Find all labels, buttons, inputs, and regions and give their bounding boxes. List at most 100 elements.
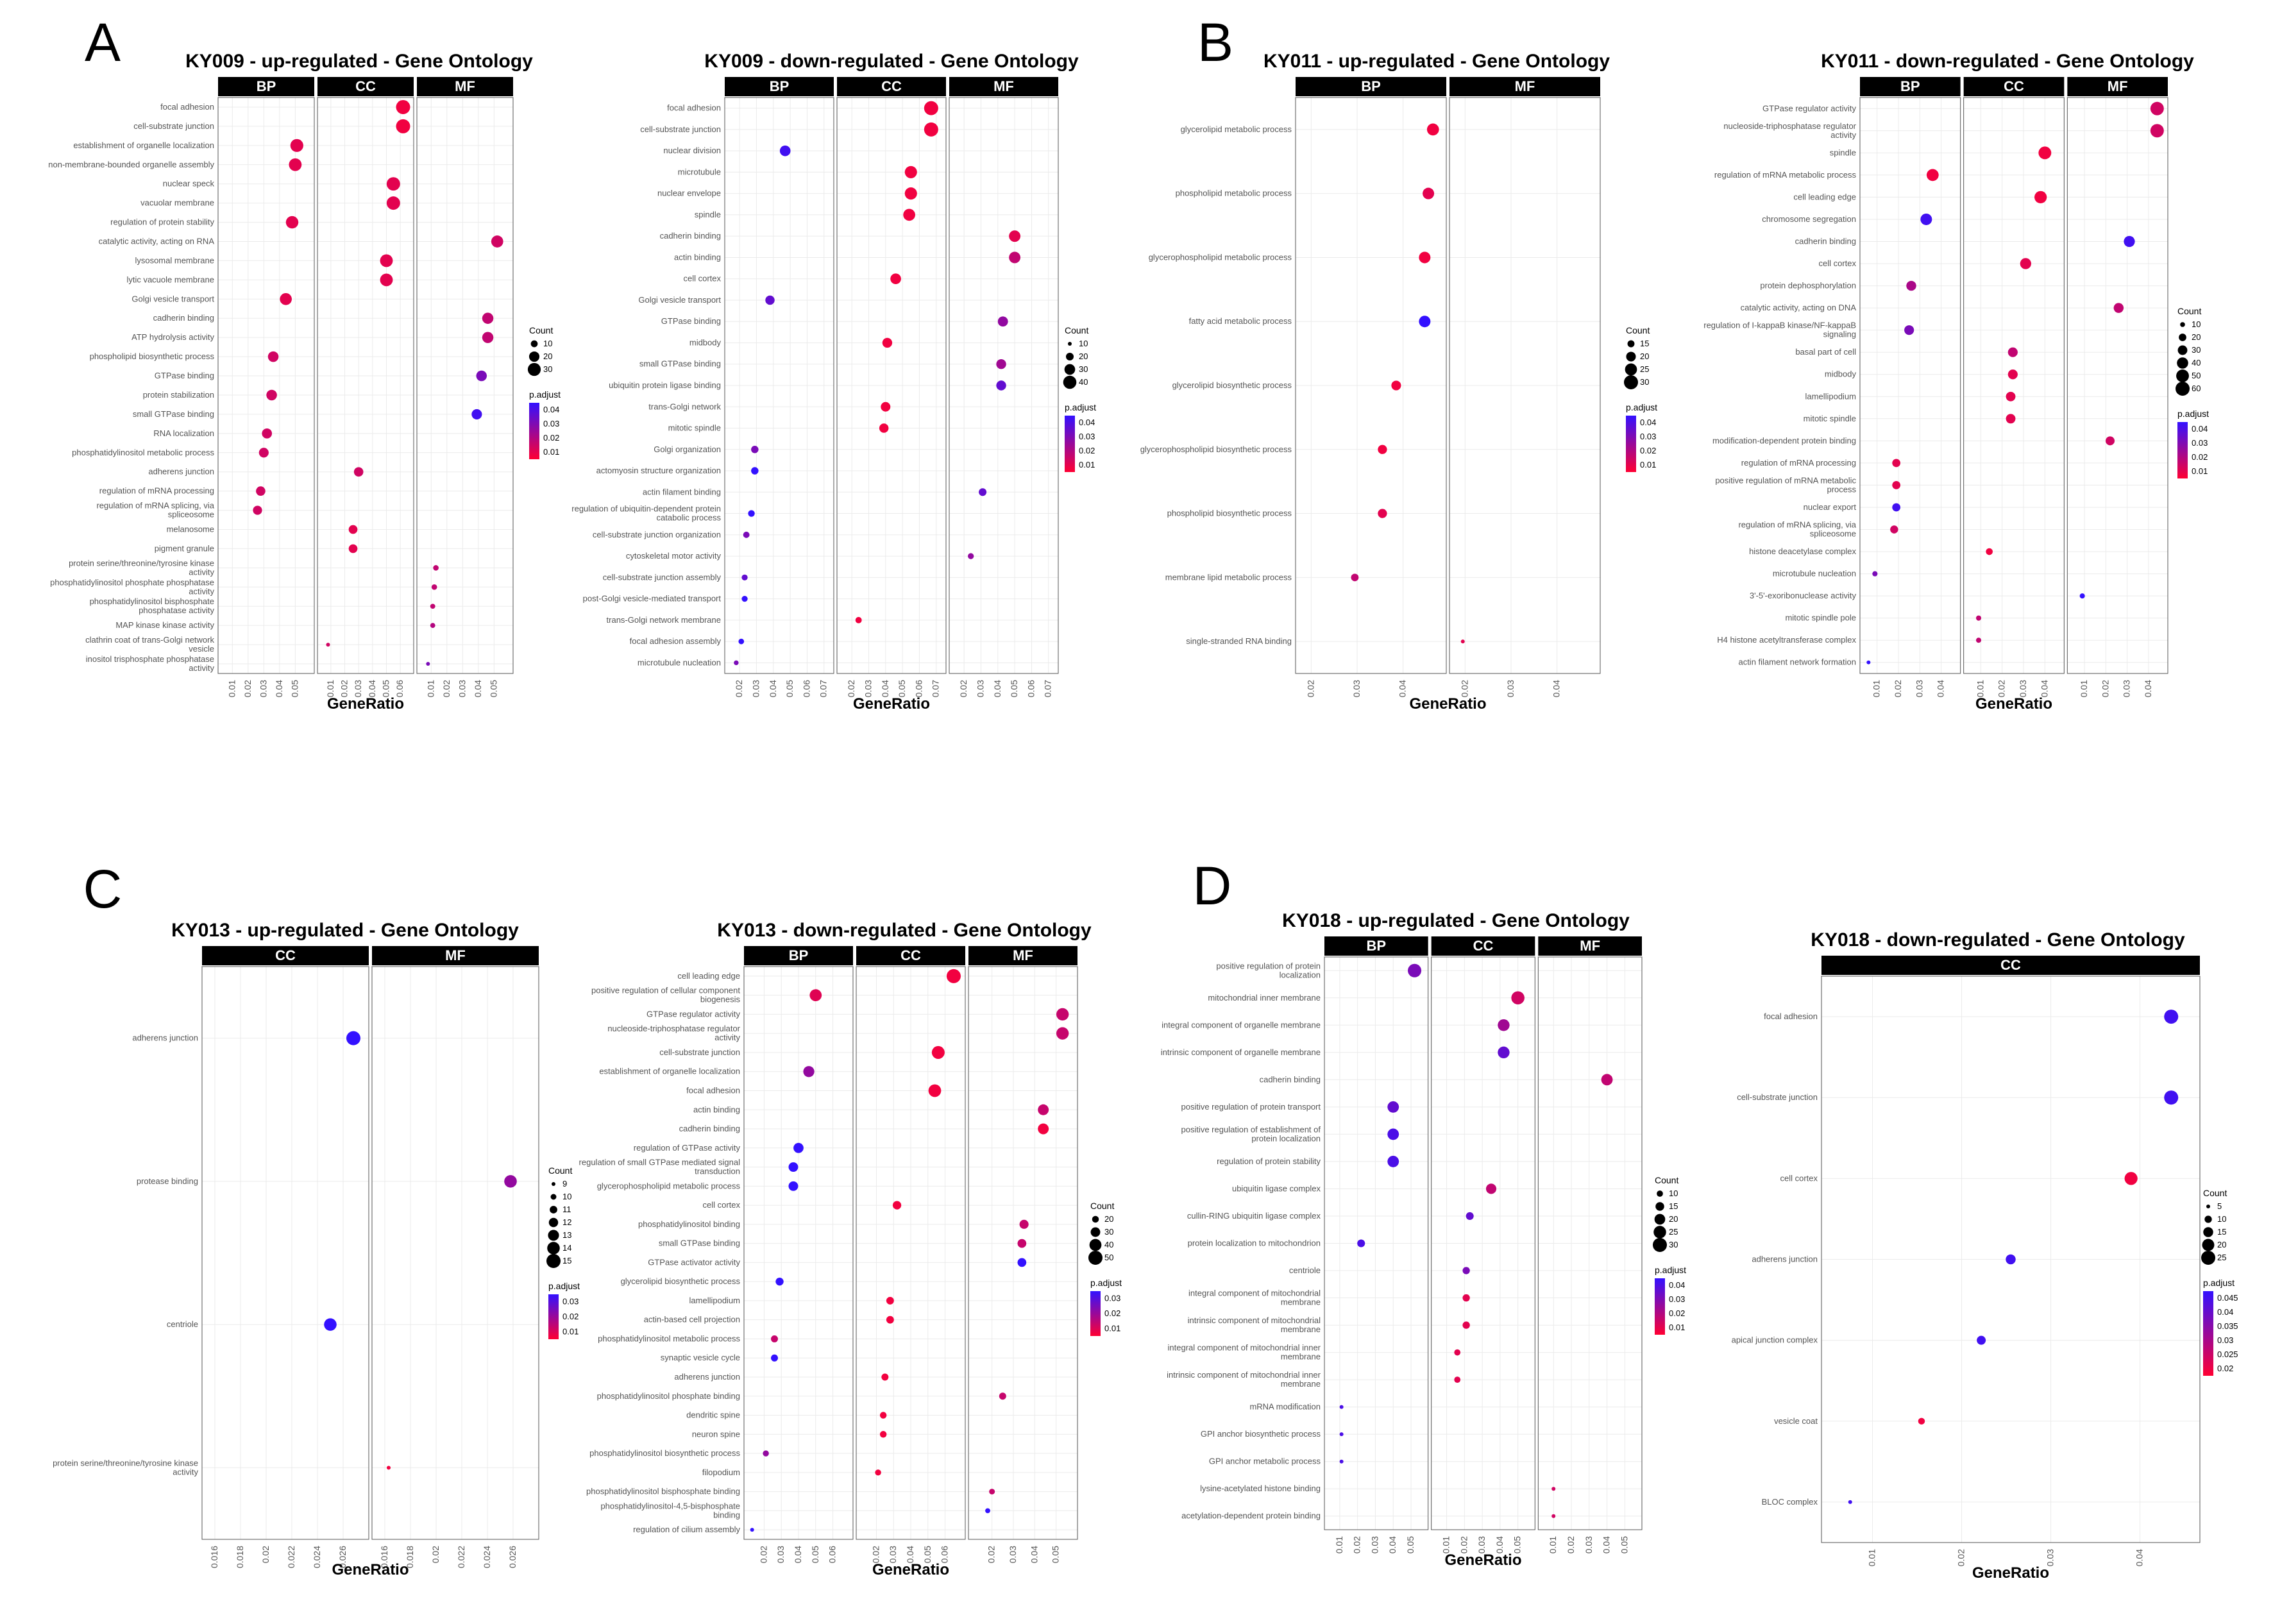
x-tick-label: 0.05 <box>922 1546 933 1563</box>
category-label: GTPase binding <box>155 371 214 380</box>
legend-padj-title: p.adjust <box>1626 402 1657 412</box>
x-tick-label: 0.01 <box>226 680 237 697</box>
legend-count-dot <box>1089 1239 1102 1251</box>
x-tick-label: 0.02 <box>1305 680 1315 697</box>
x-axis-label: GeneRatio <box>872 1561 949 1578</box>
category-label: actin binding <box>674 252 721 262</box>
legend-count-label: 60 <box>2192 384 2201 393</box>
data-point <box>267 351 279 362</box>
category-label: cell cortex <box>1780 1173 1818 1183</box>
data-point <box>396 99 410 114</box>
category-label: cell-substrate junction <box>659 1047 740 1057</box>
data-point <box>1498 1046 1510 1059</box>
data-point <box>386 177 400 191</box>
category-label: protease binding <box>137 1176 198 1186</box>
legend-count-dot <box>1655 1202 1664 1211</box>
data-point <box>2164 1010 2179 1024</box>
data-point <box>890 273 901 285</box>
legend-count-label: 30 <box>1104 1227 1113 1237</box>
data-point <box>280 292 292 305</box>
facet-strip <box>417 77 513 96</box>
x-tick-label: 0.02 <box>870 1546 881 1563</box>
facet-panel <box>1821 976 2201 1543</box>
legend-count-dot <box>1626 351 1636 362</box>
legend-count-label: 15 <box>2217 1227 2226 1237</box>
x-tick-label: 0.02 <box>242 680 253 697</box>
legend-padj-label: 0.03 <box>562 1297 579 1307</box>
x-tick-label: 0.01 <box>425 680 435 697</box>
x-tick-label: 0.016 <box>209 1546 219 1568</box>
category-label: neuron spine <box>692 1429 740 1439</box>
legend-padj-label: 0.01 <box>1669 1323 1685 1332</box>
data-point <box>1423 187 1435 199</box>
category-label: focal adhesion <box>667 103 721 113</box>
x-tick-label: 0.01 <box>1867 1549 1877 1566</box>
legend-padj-title: p.adjust <box>529 389 561 400</box>
data-point <box>741 574 748 580</box>
category-label: synaptic vesicle cycle <box>661 1353 740 1362</box>
category-label: regulation of mRNA splicing, via spliceos… <box>96 501 214 520</box>
data-point <box>290 139 303 152</box>
legend-count-dot <box>1088 1251 1103 1265</box>
data-point <box>1892 481 1901 489</box>
data-point <box>996 359 1006 369</box>
data-point <box>771 1335 778 1342</box>
facet-panel <box>1537 956 1643 1530</box>
data-point <box>380 273 393 287</box>
legend-count-title: Count <box>1090 1201 1114 1211</box>
data-point <box>1986 548 1993 555</box>
category-label: regulation of mRNA splicing, via spliceos… <box>1738 520 1856 539</box>
data-point <box>430 604 435 609</box>
legend-padj-bar <box>1655 1278 1665 1335</box>
category-label: phosphatidylinositol binding <box>638 1219 740 1229</box>
x-tick-label: 0.05 <box>381 680 391 697</box>
legend-padj-label: 0.03 <box>543 419 559 428</box>
data-point <box>979 488 987 496</box>
category-label: regulation of GTPase activity <box>634 1143 741 1153</box>
facet-strip-label: CC <box>275 947 296 963</box>
data-point <box>504 1175 517 1188</box>
facet-strip <box>1431 936 1535 956</box>
x-tick-label: 0.05 <box>289 680 300 697</box>
legend-count-label: 15 <box>1640 339 1649 348</box>
category-label: membrane lipid metabolic process <box>1165 572 1292 582</box>
category-label: protein stabilization <box>143 390 214 400</box>
x-tick-label: 0.05 <box>1405 1536 1415 1553</box>
legend-count-dot <box>2176 382 2190 396</box>
category-label: intrinsic component of mitochondrial inn… <box>1167 1370 1321 1389</box>
x-tick-label: 0.03 <box>888 1546 898 1563</box>
category-label: actin-based cell projection <box>644 1315 740 1324</box>
x-tick-label: 0.024 <box>312 1546 322 1568</box>
chart-ky011-up: KY011 - up-regulated - Gene Ontology BP 0.… <box>1140 51 1657 713</box>
legend-count-label: 10 <box>1079 339 1088 348</box>
data-point <box>1975 638 1982 643</box>
data-point <box>353 467 364 477</box>
legend-count-dot <box>1063 375 1077 389</box>
x-tick-label: 0.02 <box>260 1546 271 1563</box>
data-point <box>2079 593 2085 599</box>
x-tick-label: 0.03 <box>975 680 985 697</box>
legend-padj-label: 0.02 <box>1640 446 1656 455</box>
data-point <box>882 337 893 348</box>
category-label: actin binding <box>693 1104 740 1114</box>
category-label: 3'-5'-exoribonuclease activity <box>1750 591 1857 600</box>
panel-letter-a: A <box>85 12 121 72</box>
category-label: actin filament binding <box>643 487 721 496</box>
x-tick-label: 0.05 <box>1051 1546 1061 1563</box>
x-tick-label: 0.06 <box>940 1546 950 1563</box>
x-tick-label: 0.02 <box>734 680 744 697</box>
legend-count-dot <box>1625 363 1637 376</box>
data-point <box>1391 380 1401 391</box>
chart-title: KY013 - up-regulated - Gene Ontology <box>171 920 519 941</box>
data-point <box>2150 101 2164 115</box>
data-point <box>1462 1321 1470 1329</box>
facet-strip-label: BP <box>1367 938 1387 954</box>
data-point <box>430 623 435 629</box>
category-label: adherens junction <box>674 1372 740 1382</box>
x-tick-label: 0.03 <box>2122 680 2132 697</box>
facet-strip <box>372 946 539 965</box>
data-point <box>1920 213 1932 225</box>
x-tick-label: 0.03 <box>1914 680 1924 697</box>
data-point <box>989 1489 995 1495</box>
legend-padj-label: 0.025 <box>2217 1349 2238 1359</box>
